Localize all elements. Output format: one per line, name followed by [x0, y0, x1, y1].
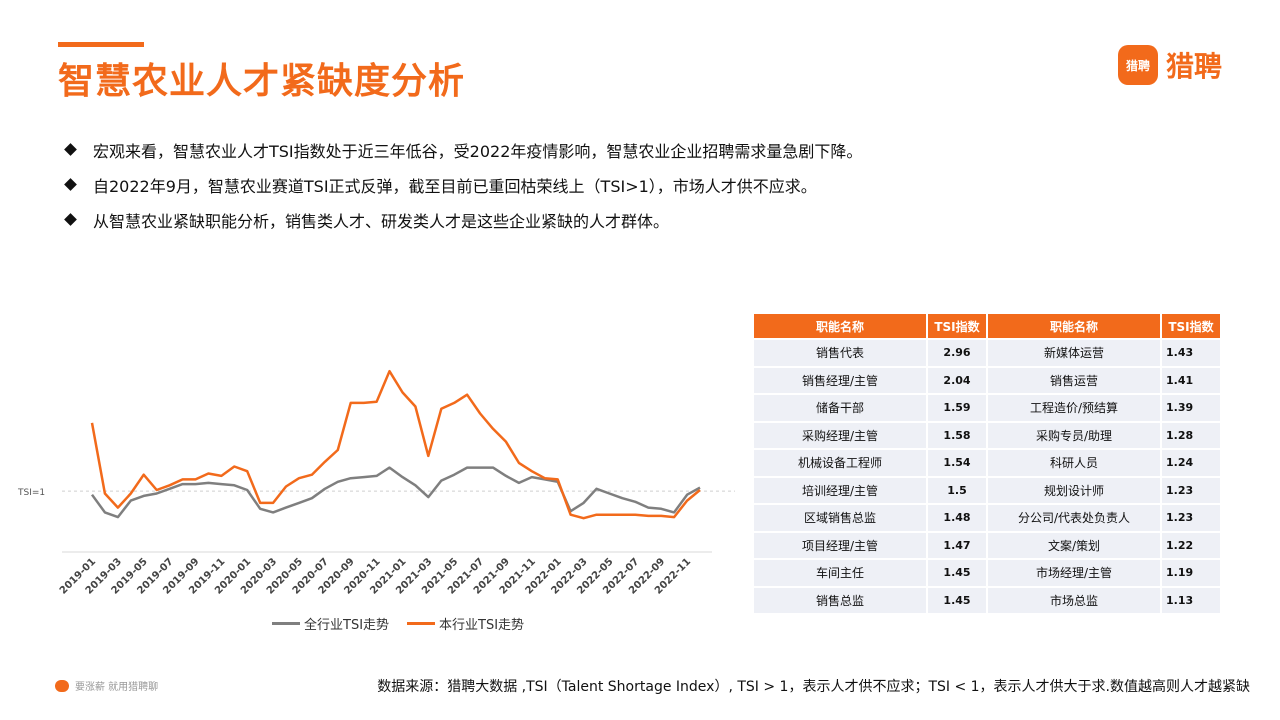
function-name-cell: 科研人员 [988, 450, 1160, 476]
reference-label: TSI=1 [17, 488, 45, 498]
tsi-value-cell: 1.24 [1162, 450, 1220, 476]
function-name-cell: 车间主任 [754, 560, 926, 586]
legend-label: 本行业TSI走势 [439, 618, 525, 633]
function-name-cell: 市场总监 [988, 587, 1160, 613]
tsi-value-cell: 1.23 [1162, 505, 1220, 531]
tsi-value-cell: 1.5 [928, 477, 986, 503]
tsi-value-cell: 1.23 [1162, 477, 1220, 503]
table-row: 培训经理/主管 1.5 规划设计师 1.23 [754, 477, 1220, 503]
tsi-value-cell: 1.58 [928, 422, 986, 448]
tsi-value-cell: 1.43 [1162, 340, 1220, 366]
series-line [90, 369, 701, 520]
bullet-text: 从智慧农业紧缺职能分析，销售类人才、研发类人才是这些企业紧缺的人才群体。 [93, 211, 670, 231]
diamond-bullet-icon [64, 178, 77, 191]
tsi-value-cell: 1.54 [928, 450, 986, 476]
tsi-value-cell: 2.96 [928, 340, 986, 366]
tsi-value-cell: 1.19 [1162, 560, 1220, 586]
function-name-cell: 市场经理/主管 [988, 560, 1160, 586]
tsi-value-cell: 1.39 [1162, 395, 1220, 421]
legend-swatch-gray [272, 622, 300, 625]
tsi-value-cell: 1.45 [928, 587, 986, 613]
legend-swatch-orange [407, 622, 436, 625]
function-name-cell: 采购经理/主管 [754, 422, 926, 448]
tsi-value-cell: 1.45 [928, 560, 986, 586]
tsi-value-cell: 1.47 [928, 532, 986, 558]
brand-logo: 猎聘 猎聘 [1118, 45, 1222, 85]
function-name-cell: 销售经理/主管 [754, 367, 926, 393]
table-row: 销售总监 1.45 市场总监 1.13 [754, 587, 1220, 613]
bullet-text: 自2022年9月，智慧农业赛道TSI正式反弹，截至目前已重回枯荣线上（TSI>1… [93, 176, 817, 196]
bullet-item: 从智慧农业紧缺职能分析，销售类人才、研发类人才是这些企业紧缺的人才群体。 [62, 202, 862, 237]
table-header: 职能名称 [988, 314, 1160, 338]
tsi-value-cell: 1.48 [928, 505, 986, 531]
function-name-cell: 项目经理/主管 [754, 532, 926, 558]
bullet-item: 自2022年9月，智慧农业赛道TSI正式反弹，截至目前已重回枯荣线上（TSI>1… [62, 167, 862, 202]
tsi-value-cell: 1.59 [928, 395, 986, 421]
table-row: 销售代表 2.96 新媒体运营 1.43 [754, 340, 1220, 366]
data-source-note: 数据来源：猎聘大数据 ,TSI（Talent Shortage Index）, … [377, 679, 1250, 695]
footer-slogan: 要涨薪 就用猎聘聊 [75, 682, 159, 693]
table-row: 项目经理/主管 1.47 文案/策划 1.22 [754, 532, 1220, 558]
shortage-table: 职能名称 TSI指数 职能名称 TSI指数 销售代表 2.96 新媒体运营 1.43 销… [752, 312, 1222, 615]
function-name-cell: 规划设计师 [988, 477, 1160, 503]
tsi-value-cell: 1.13 [1162, 587, 1220, 613]
function-name-cell: 文案/策划 [988, 532, 1160, 558]
chart-legend: 全行业TSI走势 本行业TSI走势 [272, 614, 524, 633]
series-line [90, 466, 701, 519]
chat-bubble-icon [55, 679, 69, 692]
table-row: 机械设备工程师 1.54 科研人员 1.24 [754, 450, 1220, 476]
table-row: 储备干部 1.59 工程造价/预结算 1.39 [754, 395, 1220, 421]
logo-text: 猎聘 [1166, 50, 1223, 83]
function-name-cell: 销售代表 [754, 340, 926, 366]
function-name-cell: 新媒体运营 [988, 340, 1160, 366]
table-header: TSI指数 [1162, 314, 1220, 338]
function-name-cell: 销售运营 [988, 367, 1160, 393]
function-name-cell: 储备干部 [754, 395, 926, 421]
bullet-list: 宏观来看，智慧农业人才TSI指数处于近三年低谷，受2022年疫情影响，智慧农业企… [62, 132, 862, 237]
table-header: TSI指数 [928, 314, 986, 338]
table-row: 车间主任 1.45 市场经理/主管 1.19 [754, 560, 1220, 586]
diamond-bullet-icon [64, 143, 77, 156]
tsi-value-cell: 2.04 [928, 367, 986, 393]
logo-badge-icon: 猎聘 [1118, 45, 1158, 85]
page-title: 智慧农业人才紧缺度分析 [58, 61, 466, 102]
tsi-line-chart: TSI=12019-012019-032019-052019-072019-09… [17, 369, 735, 597]
tsi-value-cell: 1.28 [1162, 422, 1220, 448]
tsi-value-cell: 1.22 [1162, 532, 1220, 558]
function-name-cell: 机械设备工程师 [754, 450, 926, 476]
table-header: 职能名称 [754, 314, 926, 338]
function-name-cell: 区域销售总监 [754, 505, 926, 531]
table-row: 区域销售总监 1.48 分公司/代表处负责人 1.23 [754, 505, 1220, 531]
bullet-item: 宏观来看，智慧农业人才TSI指数处于近三年低谷，受2022年疫情影响，智慧农业企… [62, 132, 862, 167]
table-row: 采购经理/主管 1.58 采购专员/助理 1.28 [754, 422, 1220, 448]
function-name-cell: 工程造价/预结算 [988, 395, 1160, 421]
function-name-cell: 销售总监 [754, 587, 926, 613]
table-row: 销售经理/主管 2.04 销售运营 1.41 [754, 367, 1220, 393]
function-name-cell: 采购专员/助理 [988, 422, 1160, 448]
bullet-text: 宏观来看，智慧农业人才TSI指数处于近三年低谷，受2022年疫情影响，智慧农业企… [93, 141, 863, 161]
function-name-cell: 培训经理/主管 [754, 477, 926, 503]
footer-brand: 要涨薪 就用猎聘聊 [55, 678, 158, 693]
legend-label: 全行业TSI走势 [304, 618, 390, 633]
diamond-bullet-icon [64, 213, 77, 226]
title-accent-bar [58, 42, 144, 47]
function-name-cell: 分公司/代表处负责人 [988, 505, 1160, 531]
tsi-value-cell: 1.41 [1162, 367, 1220, 393]
table-header-row: 职能名称 TSI指数 职能名称 TSI指数 [754, 314, 1220, 338]
